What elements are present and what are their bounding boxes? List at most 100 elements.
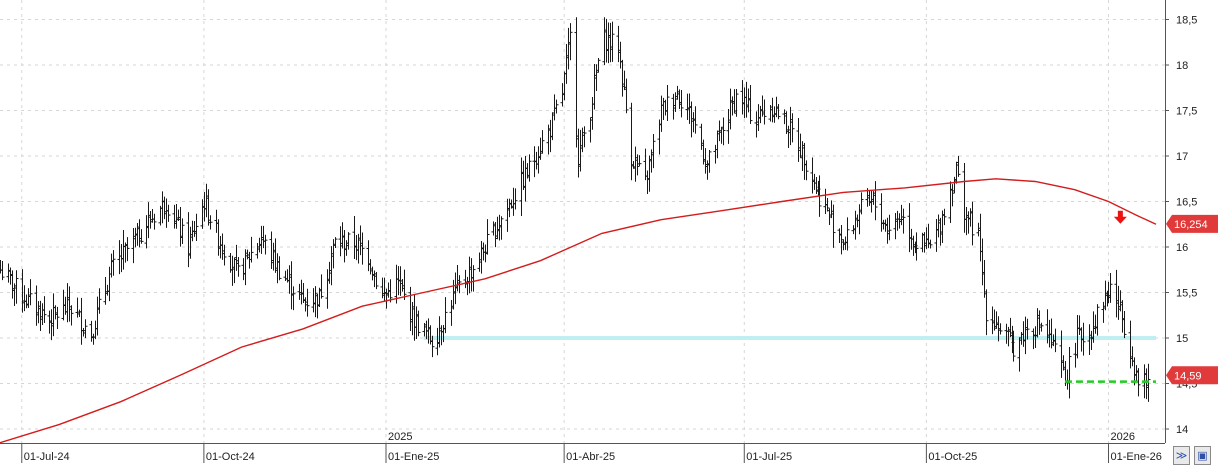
y-tick-label: 17 (1176, 151, 1188, 163)
y-tick-label: 18,5 (1176, 15, 1197, 27)
price-bar (790, 113, 795, 143)
x-tick-label: 01-Ene-26 (1110, 451, 1161, 463)
price-bar (624, 78, 629, 114)
price-bar (970, 201, 975, 246)
moving-average-line (0, 178, 1157, 444)
price-bar (845, 217, 850, 251)
x-tick-label: 01-Oct-25 (928, 451, 977, 463)
price-bar (277, 256, 282, 281)
price-bar (956, 155, 961, 177)
save-icon: ▣ (1197, 449, 1208, 462)
price-bar (443, 297, 448, 334)
price-bar (97, 288, 102, 314)
price-bar (901, 208, 906, 234)
price-bar (887, 214, 892, 241)
x-tick-label: 01-Jul-25 (746, 451, 792, 463)
ma-value-badge-box (1166, 214, 1218, 233)
price-bar (485, 219, 490, 255)
price-bar (236, 257, 241, 277)
price-bar (28, 279, 33, 306)
price-bar (707, 150, 712, 173)
x-tick-label: 01-Abr-25 (566, 451, 615, 463)
price-bar (111, 250, 116, 276)
price-value-badge: 14,59 (1166, 366, 1218, 385)
price-bar (1108, 272, 1113, 303)
price-bar (540, 130, 545, 154)
price-bar (42, 296, 47, 324)
price-bar (1039, 322, 1044, 332)
price-bar (152, 213, 157, 230)
double-chevron-icon: ≫ (1175, 449, 1188, 462)
price-bar (635, 154, 640, 176)
price-bar (831, 204, 836, 248)
price-bar (928, 239, 933, 249)
y-tick-label: 15 (1176, 333, 1188, 345)
price-bar (679, 89, 684, 118)
price-bar (1011, 330, 1016, 362)
price-bar (582, 126, 587, 148)
price-bar (305, 288, 310, 317)
price-bar (1053, 328, 1058, 353)
y-tick-label: 17,5 (1176, 106, 1197, 118)
price-value-badge-text: 14,59 (1174, 370, 1202, 382)
price-bar (1136, 368, 1141, 397)
price-bar (291, 286, 296, 311)
price-bar (1081, 322, 1086, 356)
x-tick-label: 01-Ene-25 (388, 451, 439, 463)
price-bar (554, 99, 559, 114)
price-bar (693, 106, 698, 134)
price-bar (374, 272, 379, 290)
price-bar (804, 160, 809, 181)
x-tick-label: 01-Oct-24 (206, 451, 255, 463)
ma-value-badge: 16,254 (1166, 214, 1218, 233)
price-bar (596, 58, 601, 73)
price-bar (1122, 310, 1127, 339)
price-bar (527, 154, 532, 182)
price-bar (263, 234, 268, 255)
price-bar (319, 274, 324, 299)
y-tick-label: 18 (1176, 60, 1188, 72)
price-bar (825, 198, 830, 212)
price-bar (194, 213, 199, 241)
price-bar (222, 244, 227, 266)
price-bar (416, 310, 421, 337)
price-bar (998, 323, 1003, 335)
x-year-label: 2026 (1110, 431, 1134, 443)
price-bar (734, 89, 739, 117)
trade-annotations (1064, 210, 1156, 383)
price-bar (471, 265, 476, 292)
price-bar (1095, 304, 1100, 336)
price-bar (346, 232, 351, 250)
price-bar (568, 23, 573, 61)
moving-average-series (0, 178, 1157, 444)
price-bar (1025, 318, 1030, 340)
y-tick-label: 16 (1176, 242, 1188, 254)
price-bar (873, 181, 878, 221)
price-bar (166, 204, 171, 222)
price-bar (55, 306, 60, 329)
x-year-label: 2025 (388, 431, 412, 443)
price-bar (69, 305, 74, 326)
price-series (0, 17, 1151, 402)
price-bar (0, 261, 5, 281)
ma-value-badge-text: 16,254 (1174, 219, 1208, 231)
price-bar (360, 232, 365, 265)
price-bar (139, 229, 144, 244)
price-bar (942, 208, 947, 226)
price-bar (776, 104, 781, 120)
price-bar (721, 117, 726, 146)
price-bar (914, 232, 919, 261)
price-bar (83, 319, 88, 339)
price-bar (125, 237, 130, 262)
double-chevron-button[interactable]: ≫ (1173, 446, 1190, 465)
price-bar (388, 279, 393, 303)
save-button[interactable]: ▣ (1194, 446, 1211, 465)
price-bar (499, 216, 504, 240)
price-bar (402, 269, 407, 300)
price-bar (249, 236, 254, 263)
price-bar (513, 188, 518, 210)
price-value-badge-box (1166, 366, 1218, 385)
price-bar (859, 192, 864, 215)
